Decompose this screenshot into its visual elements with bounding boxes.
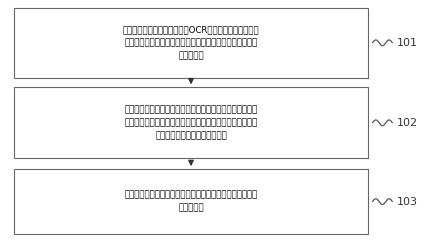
Bar	[14, 87, 368, 158]
Text: 102: 102	[397, 118, 418, 128]
Bar	[14, 8, 368, 78]
Text: 监测到修改指令时，在所述保险单据录入页面定位与所述修
改指令对应的待修改区域，并在保险单据图像页面中标记与
所述待修改区域对应的对照区域: 监测到修改指令时，在所述保险单据录入页面定位与所述修 改指令对应的待修改区域，并…	[124, 105, 258, 141]
Text: 根据获取到的保险单据图像的OCR识别结果，生成保险单
据录入页面，所述保险单据录入页面包括带有待修改标记的
待修改字段: 根据获取到的保险单据图像的OCR识别结果，生成保险单 据录入页面，所述保险单据录…	[123, 25, 259, 61]
Text: 101: 101	[397, 38, 418, 48]
Bar	[14, 169, 368, 234]
Text: 当接收到修改完成指令时，生成用于录入保险理赔系统的保
险报案文件: 当接收到修改完成指令时，生成用于录入保险理赔系统的保 险报案文件	[124, 190, 258, 213]
Text: 103: 103	[397, 197, 418, 207]
